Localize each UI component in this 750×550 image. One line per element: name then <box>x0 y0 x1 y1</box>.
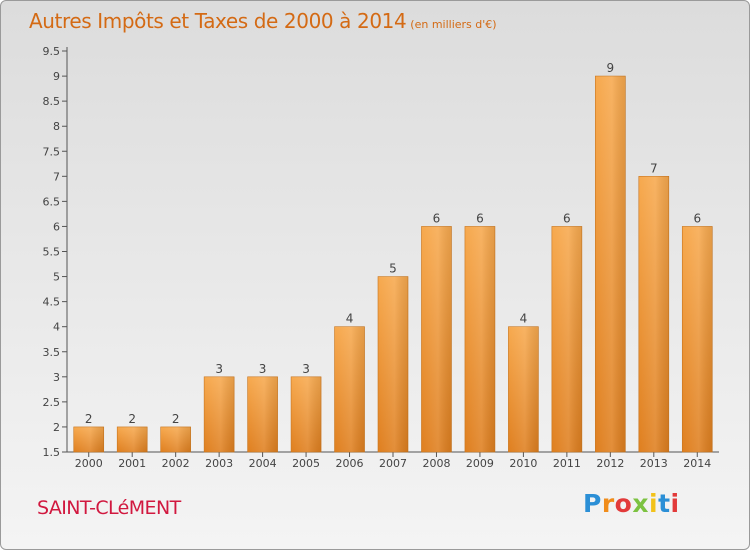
bar-shine <box>378 276 408 452</box>
bar-shine <box>638 176 669 452</box>
y-tick-label: 2.5 <box>43 396 61 409</box>
data-label: 5 <box>389 262 397 276</box>
chart-title: Autres Impôts et Taxes de 2000 à 2014 (en… <box>29 9 497 33</box>
axes: 1.5 2 2.5 3 3.5 4 4.5 5 5.5 6 6.5 7 7.5 8 8.5 9 9.5 2000 2… <box>43 45 719 470</box>
y-tick-label: 8.5 <box>43 95 61 108</box>
bar-shine <box>508 326 539 452</box>
proxiti-logo: Proxiti <box>583 489 680 518</box>
data-labels: 2 2 2 3 3 3 4 5 6 6 4 6 9 7 6 <box>85 61 701 426</box>
y-tick-label: 3 <box>53 371 60 384</box>
x-tick-label: 2011 <box>553 457 581 470</box>
y-tick-label: 3.5 <box>43 346 61 359</box>
bar-shine <box>595 76 626 452</box>
data-label: 3 <box>215 362 223 376</box>
y-tick-label: 9 <box>53 70 60 83</box>
x-tick-label: 2014 <box>683 457 711 470</box>
x-tick-label: 2001 <box>118 457 146 470</box>
bar-shine <box>160 426 191 452</box>
x-tick-label: 2005 <box>292 457 320 470</box>
data-label: 9 <box>607 61 615 75</box>
y-tick-label: 5.5 <box>43 246 61 259</box>
chart-title-text: Autres Impôts et Taxes de 2000 à 2014 <box>29 9 407 33</box>
y-tick-label: 2 <box>53 421 60 434</box>
x-tick-label: 2013 <box>640 457 668 470</box>
logo-letter: x <box>632 489 649 518</box>
data-label: 3 <box>302 362 310 376</box>
logo-letter: t <box>658 489 671 518</box>
y-tick-label: 6.5 <box>43 195 61 208</box>
bar-shine <box>421 226 452 452</box>
bar-shine <box>117 426 148 452</box>
data-label: 4 <box>520 312 528 326</box>
y-tick-label: 8 <box>53 120 60 133</box>
y-tick-label: 5 <box>53 271 60 284</box>
y-tick-label: 4.5 <box>43 296 61 309</box>
y-tick-label: 1.5 <box>43 446 61 459</box>
x-tick-label: 2010 <box>509 457 537 470</box>
logo-letter: i <box>670 489 680 518</box>
data-label: 6 <box>476 211 484 225</box>
data-label: 2 <box>172 412 180 426</box>
bars <box>73 75 713 453</box>
logo-letter: o <box>614 489 633 518</box>
data-label: 7 <box>650 161 658 175</box>
x-tick-label: 2007 <box>379 457 407 470</box>
y-tick-label: 4 <box>53 321 60 334</box>
x-tick-label: 2009 <box>466 457 494 470</box>
y-tick-label: 9.5 <box>43 45 61 58</box>
bar-shine <box>551 226 582 452</box>
bar-shine <box>682 226 713 452</box>
data-label: 2 <box>85 412 93 426</box>
data-label: 3 <box>259 362 267 376</box>
logo-letter: i <box>649 489 659 518</box>
data-label: 6 <box>563 211 571 225</box>
x-tick-label: 2003 <box>205 457 233 470</box>
x-tick-label: 2004 <box>249 457 277 470</box>
chart-title-unit: (en milliers d'€) <box>410 18 497 31</box>
data-label: 6 <box>693 211 701 225</box>
bar-shine <box>334 326 365 452</box>
x-tick-label: 2006 <box>336 457 364 470</box>
bar-shine <box>247 376 278 452</box>
x-tick-label: 2012 <box>596 457 624 470</box>
data-label: 6 <box>433 211 441 225</box>
y-tick-label: 7.5 <box>43 145 61 158</box>
commune-name: SAINT-CLéMENT <box>37 497 181 519</box>
bar-shine <box>464 226 495 452</box>
logo-letter: r <box>601 489 615 518</box>
logo-letter: P <box>583 489 602 518</box>
y-tick-label: 6 <box>53 220 60 233</box>
data-label: 4 <box>346 312 354 326</box>
x-tick-label: 2002 <box>162 457 190 470</box>
bar-shine <box>73 426 104 452</box>
x-tick-label: 2000 <box>75 457 103 470</box>
data-label: 2 <box>128 412 136 426</box>
bar-shine <box>291 376 322 452</box>
bar-shine <box>204 376 235 452</box>
x-tick-label: 2008 <box>422 457 450 470</box>
y-tick-label: 7 <box>53 170 60 183</box>
